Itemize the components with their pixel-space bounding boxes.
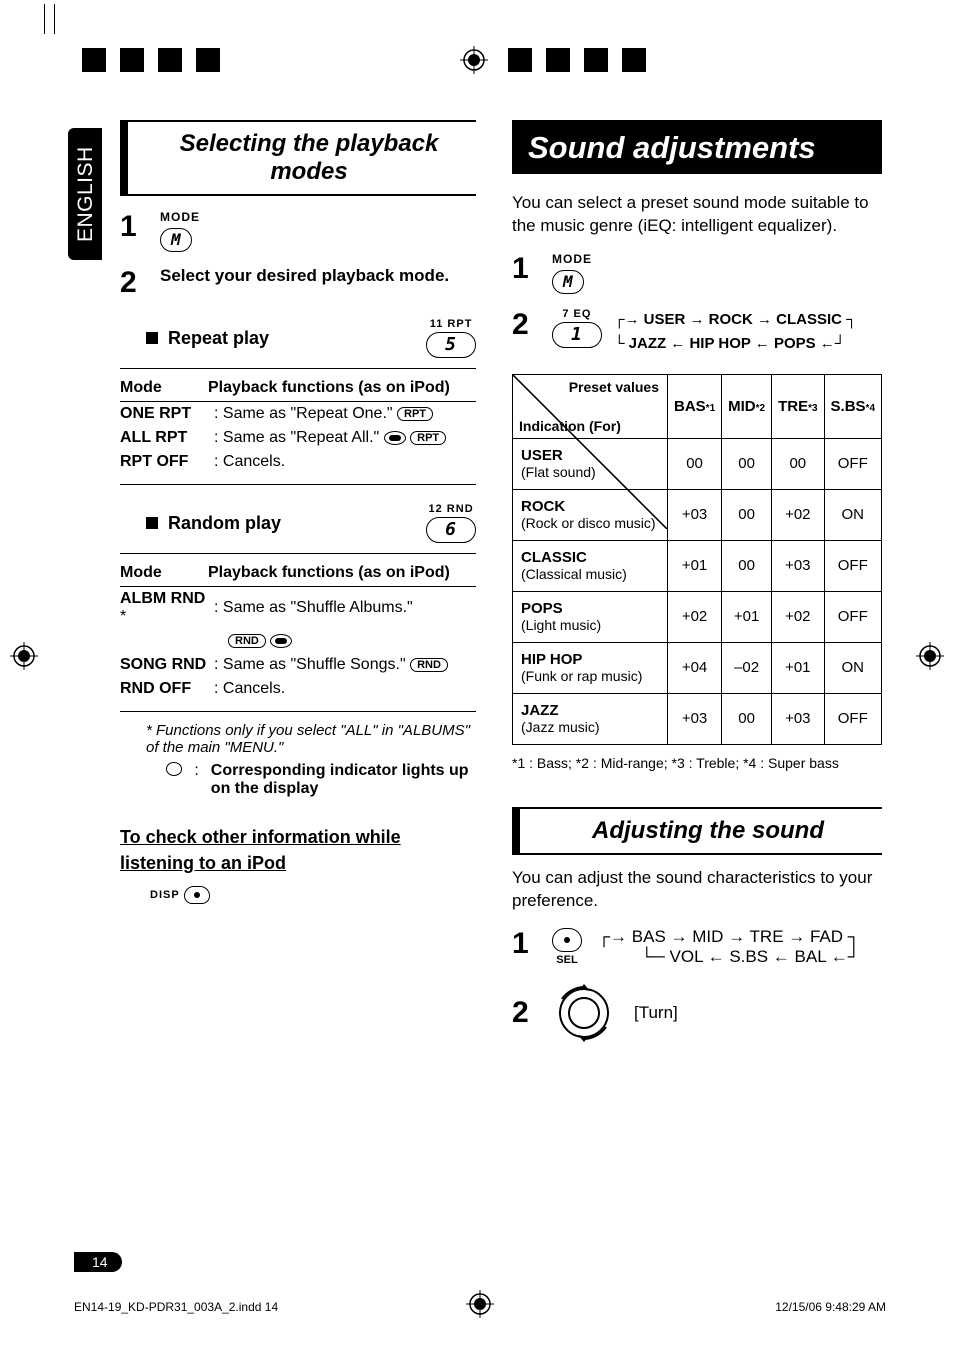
bullet-square-icon — [146, 517, 158, 529]
left-column: Selecting the playback modes 1 MODE M 2 … — [120, 120, 476, 1045]
mode-label: MODE — [160, 210, 476, 224]
disc-icon — [384, 431, 406, 445]
adjust-step-1: 1 SEL ┌→ BAS → MID → TRE → FAD ┐ └─ VOL … — [512, 927, 882, 967]
pill-rnd: RND — [410, 658, 448, 672]
adjust-step-2: 2 [Turn] — [512, 981, 882, 1045]
step-1: 1 MODE M — [120, 210, 476, 252]
step-number: 2 — [512, 308, 536, 342]
mode-label: MODE — [552, 252, 882, 266]
step-number: 2 — [120, 266, 144, 300]
registration-mark-left — [10, 642, 38, 670]
table-row: RND OFF: Cancels. — [120, 677, 476, 701]
pill-rnd: RND — [228, 634, 266, 648]
chip-label: 11 RPT — [426, 318, 476, 330]
indicator-oval-icon — [166, 762, 182, 776]
table-row: HIP HOP(Funk or rap music)+04–02+01ON — [513, 642, 882, 693]
col-func: Playback functions (as on iPod) — [208, 379, 476, 397]
col-tre: TRE*3 — [772, 374, 824, 438]
turn-knob-icon — [552, 981, 616, 1045]
print-footer: EN14-19_KD-PDR31_003A_2.indd 14 12/15/06… — [74, 1300, 886, 1314]
table-row: ONE RPT: Same as "Repeat One." RPT — [120, 402, 476, 426]
turn-label: [Turn] — [634, 1003, 678, 1023]
footer-file: EN14-19_KD-PDR31_003A_2.indd 14 — [74, 1300, 278, 1314]
table-row: ALL RPT: Same as "Repeat All." RPT — [120, 426, 476, 450]
table-row: ALBM RND *: Same as "Shuffle Albums." — [120, 587, 476, 629]
page-number: 14 — [74, 1252, 122, 1272]
diag-header-cell: Preset values Indication (For) — [513, 374, 668, 438]
bullet-square-icon — [146, 332, 158, 344]
step-number: 1 — [120, 210, 144, 244]
step-1-right: 1 MODE M — [512, 252, 882, 294]
step-2: 2 Select your desired playback mode. — [120, 266, 476, 300]
indicator-note: : Corresponding indicator lights up on t… — [166, 762, 476, 798]
disc-icon — [270, 634, 292, 648]
sel-flow: ┌→ BAS → MID → TRE → FAD ┐ └─ VOL ← S.BS… — [598, 927, 860, 967]
step-number: 1 — [512, 927, 536, 961]
footer-reg-icon — [466, 1290, 494, 1321]
step-number: 1 — [512, 252, 536, 286]
table-row: RPT OFF: Cancels. — [120, 450, 476, 474]
preset-table: Preset values Indication (For) BAS*1 MID… — [512, 374, 882, 745]
chip-label: 7 EQ — [552, 308, 602, 320]
table-legend: *1 : Bass; *2 : Mid-range; *3 : Treble; … — [512, 755, 882, 771]
col-mid: MID*2 — [722, 374, 772, 438]
sel-button-icon: SEL — [552, 928, 582, 966]
repeat-play-heading: Repeat play 11 RPT 5 — [146, 318, 476, 358]
check-info-heading: To check other information while listeni… — [120, 824, 476, 876]
repeat-title: Repeat play — [168, 328, 269, 349]
eq-flow: ┌→ USER → ROCK → CLASSIC ┐ └ JAZZ ← HIP … — [614, 308, 857, 356]
section-title-playback: Selecting the playback modes — [120, 120, 476, 196]
button-5-icon: 5 — [426, 332, 476, 358]
footer-date: 12/15/06 9:48:29 AM — [775, 1300, 886, 1314]
indicator-text: Corresponding indicator lights up on the… — [211, 762, 476, 798]
step-2-text: Select your desired playback mode. — [160, 266, 476, 286]
disp-button-icon: DISP — [150, 886, 476, 904]
table-row: POPS(Light music)+02+01+02OFF — [513, 591, 882, 642]
button-6-icon: 6 — [426, 517, 476, 543]
col-sbs: S.BS*4 — [824, 374, 881, 438]
pill-rpt: RPT — [397, 407, 433, 421]
section-title-sound: Sound adjustments — [512, 120, 882, 174]
step-number: 2 — [512, 996, 536, 1030]
section-title-adjust: Adjusting the sound — [512, 807, 882, 855]
sound-intro: You can select a preset sound mode suita… — [512, 192, 882, 238]
table-row: JAZZ(Jazz music)+0300+03OFF — [513, 693, 882, 744]
step-2-right: 2 7 EQ 1 ┌→ USER → ROCK → CLASSIC ┐ └ JA… — [512, 308, 882, 356]
random-play-heading: Random play 12 RND 6 — [146, 503, 476, 543]
col-mode: Mode — [120, 564, 208, 582]
adjust-intro: You can adjust the sound characteristics… — [512, 867, 882, 913]
random-title: Random play — [168, 513, 281, 534]
col-bas: BAS*1 — [668, 374, 722, 438]
table-row: USER(Flat sound)000000OFF — [513, 438, 882, 489]
mode-button-icon: M — [160, 228, 192, 252]
registration-mark-right — [916, 642, 944, 670]
button-1-icon: 1 — [552, 322, 602, 348]
pill-rpt: RPT — [410, 431, 446, 445]
table-row: ROCK(Rock or disco music)+0300+02ON — [513, 489, 882, 540]
col-mode: Mode — [120, 379, 208, 397]
table-row: SONG RND: Same as "Shuffle Songs." RND — [120, 653, 476, 677]
chip-label: 12 RND — [426, 503, 476, 515]
footnote: * Functions only if you select "ALL" in … — [146, 722, 476, 756]
col-func: Playback functions (as on iPod) — [208, 564, 476, 582]
right-column: Sound adjustments You can select a prese… — [512, 120, 882, 1045]
table-row: CLASSIC(Classical music)+0100+03OFF — [513, 540, 882, 591]
mode-button-icon: M — [552, 270, 584, 294]
language-tab: ENGLISH — [68, 128, 102, 260]
